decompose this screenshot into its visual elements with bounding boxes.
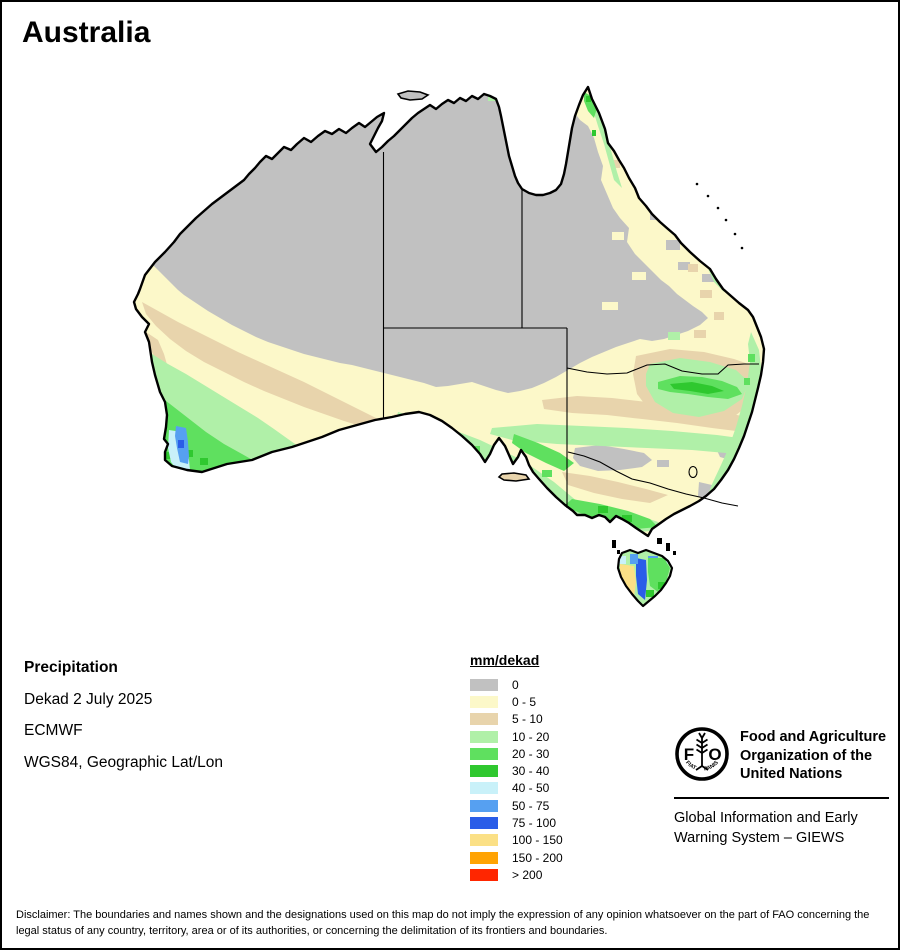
legend-item: 0 - 5 [470,693,563,710]
legend-item: 5 - 10 [470,711,563,728]
state-borders [382,152,759,508]
branding-block: F O FIAT PANIS Food and Agriculture Orga… [674,726,889,848]
legend-label: 20 - 30 [512,746,550,761]
legend-label: 100 - 150 [512,833,563,848]
legend-swatch [470,695,498,708]
legend-label: 10 - 20 [512,729,550,744]
legend-item: 75 - 100 [470,814,563,831]
tasmania [616,548,674,608]
page-title: Australia [22,16,151,49]
legend-swatch [470,834,498,847]
info-dekad: Dekad 2 July 2025 [24,690,153,708]
region-tan [142,302,390,432]
legend-label: > 200 [512,867,543,882]
legend-swatch [470,817,498,830]
legend-item: 100 - 150 [470,832,563,849]
fao-logo-letter-o: O [708,745,721,764]
legend-label: 5 - 10 [512,712,543,727]
act-boundary [688,465,698,479]
info-projection: WGS84, Geographic Lat/Lon [24,753,224,771]
legend-label: 40 - 50 [512,781,550,796]
legend-item: 150 - 200 [470,849,563,866]
info-heading: Precipitation [24,659,118,676]
legend-swatch [470,765,498,778]
info-source: ECMWF [24,722,83,739]
melville-island [396,90,430,101]
region-blue [178,440,184,448]
legend-swatch [470,747,498,760]
legend-swatch [470,713,498,726]
legend-items: 0 0 - 5 5 - 10 10 - 20 20 - 30 30 - 40 40 - 50… [470,676,563,884]
legend-swatch [470,678,498,691]
legend-swatch [470,782,498,795]
legend-item: > 200 [470,866,563,883]
reef-islets [695,182,744,250]
legend-title: mm/dekad [470,652,540,668]
giews-subtitle: Global Information and Early Warning Sys… [674,809,858,846]
legend-item: 40 - 50 [470,780,563,797]
legend-item: 50 - 75 [470,797,563,814]
mainland-fill [134,87,764,536]
legend-swatch [470,799,498,812]
legend-item: 30 - 40 [470,762,563,779]
legend-swatch [470,851,498,864]
bass-strait-islands [612,538,676,555]
wheat-ear-icon [695,732,709,771]
legend-swatch [470,868,498,881]
precipitation-map [132,85,766,608]
australia-coastline [132,85,766,538]
legend-label: 75 - 100 [512,816,557,831]
legend-label: 0 - 5 [512,694,537,709]
fao-logo: F O FIAT PANIS [675,727,729,781]
disclaimer-text: Disclaimer: The boundaries and names sho… [16,909,870,937]
legend-item: 0 [470,676,563,693]
map-info-block: Precipitation Dekad 2 July 2025 ECMWF WG… [24,652,223,778]
legend-item: 10 - 20 [470,728,563,745]
legend-label: 50 - 75 [512,798,550,813]
branding-divider [674,796,889,799]
kangaroo-island [497,472,531,482]
legend: mm/dekad 0 0 - 5 5 - 10 10 - 20 20 - 30 30 - … [470,652,563,884]
small-islands [396,90,744,555]
legend-label: 150 - 200 [512,850,563,865]
legend-swatch [470,730,498,743]
legend-item: 20 - 30 [470,745,563,762]
fao-logo-letter-f: F [684,745,694,764]
legend-label: 0 [512,677,519,692]
legend-label: 30 - 40 [512,764,550,779]
org-name: Food and Agriculture Organization of the… [740,729,887,782]
